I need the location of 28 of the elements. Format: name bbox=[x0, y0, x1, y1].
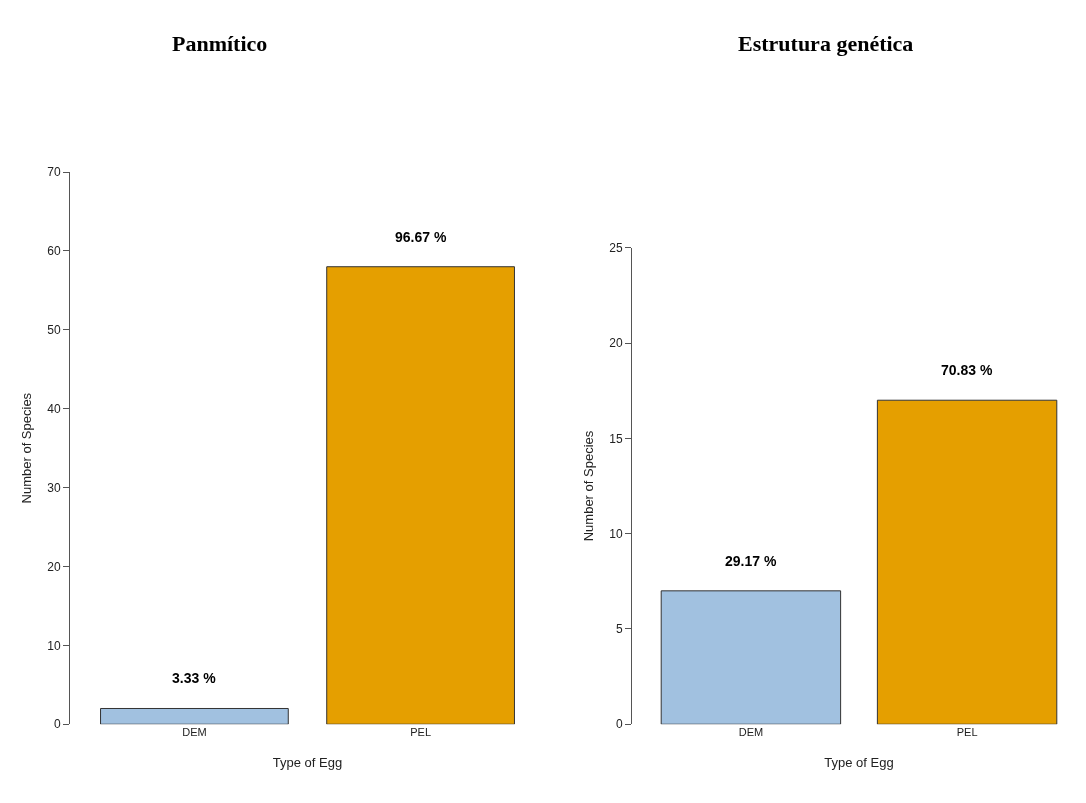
y-tick-label: 20 bbox=[609, 336, 623, 351]
y-tick-label: 30 bbox=[47, 480, 61, 495]
x-tick-label: PEL bbox=[956, 726, 978, 739]
y-tick-label: 0 bbox=[53, 717, 61, 732]
annotation: 29.17 % bbox=[725, 553, 777, 569]
y-tick-label: 60 bbox=[47, 244, 61, 259]
y-tick-label: 10 bbox=[47, 638, 61, 653]
x-axis-title: Type of Egg bbox=[824, 754, 894, 770]
y-tick-label: 50 bbox=[47, 323, 61, 338]
y-tick-label: 40 bbox=[47, 401, 61, 416]
y-axis-title: Number of Species bbox=[581, 430, 597, 542]
annotation: 3.33 % bbox=[172, 670, 217, 686]
y-tick-label: 15 bbox=[609, 431, 623, 446]
y-tick-label: 0 bbox=[615, 717, 623, 732]
x-axis-title: Type of Egg bbox=[272, 754, 343, 770]
annotation: 70.83 % bbox=[941, 362, 993, 378]
y-axis-title: Number of Species bbox=[19, 392, 35, 504]
chart-title: Estrutura genética bbox=[738, 31, 914, 56]
x-tick-label: DEM bbox=[182, 726, 207, 739]
y-tick-label: 10 bbox=[609, 526, 623, 541]
y-tick-label: 20 bbox=[47, 559, 61, 574]
y-tick-label: 70 bbox=[47, 165, 61, 180]
x-tick-label: PEL bbox=[410, 726, 431, 739]
annotation: 96.67 % bbox=[395, 229, 447, 245]
x-tick-label: DEM bbox=[738, 726, 764, 739]
y-tick-label: 5 bbox=[615, 622, 623, 637]
y-tick-label: 25 bbox=[609, 240, 623, 255]
chart-title: Panmítico bbox=[172, 31, 268, 56]
